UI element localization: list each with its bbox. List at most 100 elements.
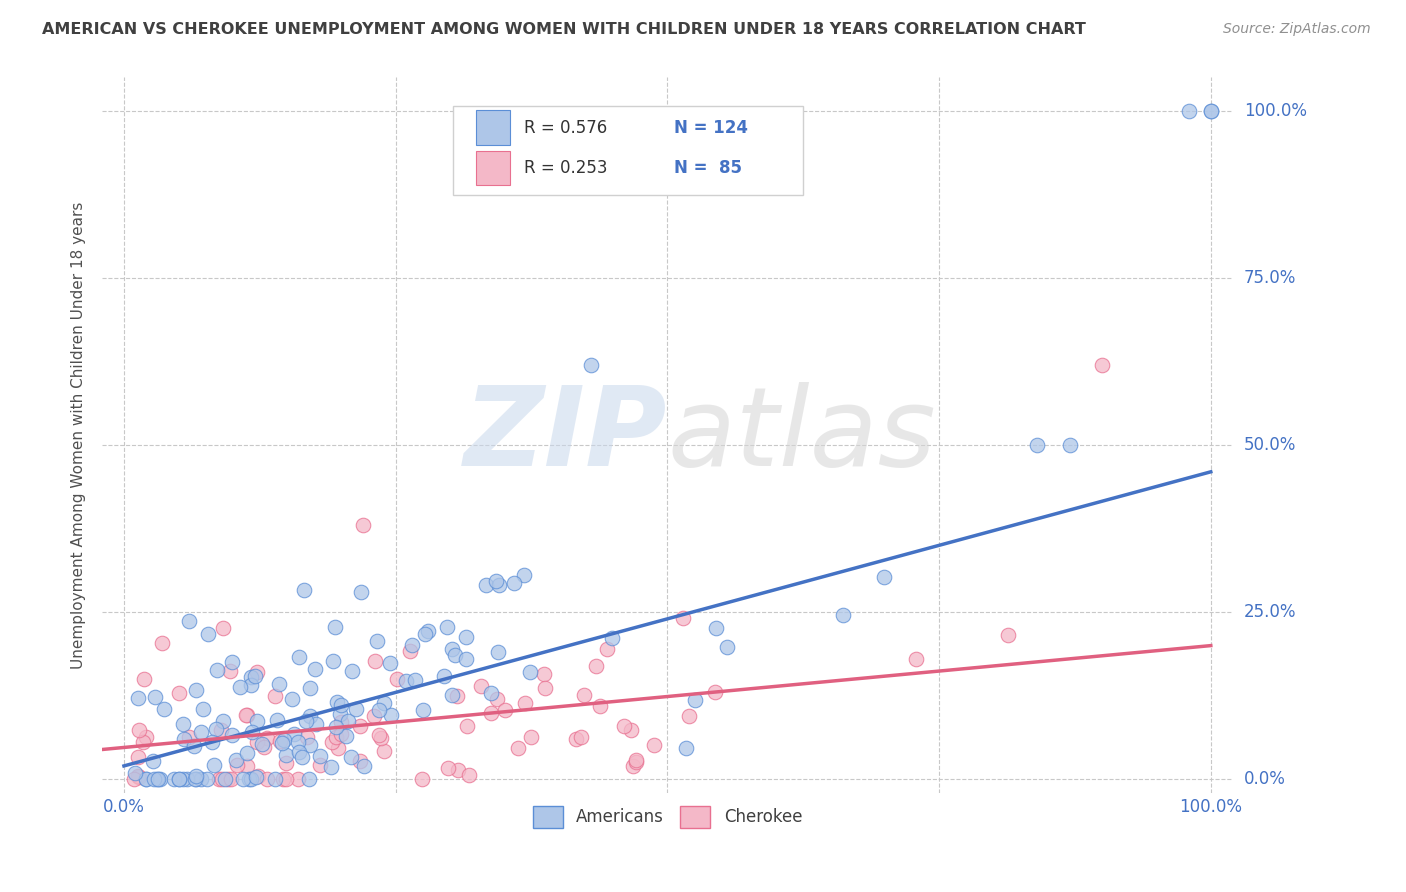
Point: [153, 702, 176, 716]
Point: [353, 759, 375, 773]
Point: [533, 681, 555, 695]
Point: [565, 731, 588, 746]
Point: [291, 749, 314, 764]
Point: [454, 652, 477, 666]
Point: [624, 753, 647, 767]
Point: [322, 654, 344, 668]
Text: R = 0.576: R = 0.576: [524, 119, 607, 136]
Point: [135, 772, 157, 787]
Point: [519, 665, 541, 680]
Point: [716, 640, 738, 654]
Point: [515, 696, 537, 710]
Point: [404, 673, 426, 688]
Point: [326, 695, 349, 709]
Point: [226, 758, 249, 772]
Point: [236, 746, 259, 760]
Text: R = 0.253: R = 0.253: [524, 160, 607, 178]
Point: [325, 730, 347, 744]
Point: [413, 627, 436, 641]
Text: Source: ZipAtlas.com: Source: ZipAtlas.com: [1223, 22, 1371, 37]
Point: [485, 574, 508, 588]
Point: [373, 744, 395, 758]
Point: [246, 714, 269, 728]
Point: [243, 669, 266, 683]
Point: [142, 772, 165, 787]
Point: [211, 772, 233, 787]
Point: [274, 772, 297, 787]
Point: [440, 641, 463, 656]
Point: [475, 578, 498, 592]
Point: [179, 730, 201, 744]
Point: [287, 772, 309, 787]
Point: [238, 772, 260, 787]
Point: [335, 729, 357, 743]
Point: [368, 702, 391, 716]
Point: [217, 772, 239, 787]
Point: [273, 732, 295, 747]
Point: [620, 723, 643, 738]
Point: [221, 655, 243, 669]
Point: [621, 759, 644, 773]
Point: [214, 772, 236, 787]
Point: [256, 772, 278, 787]
Point: [378, 656, 401, 670]
Point: [457, 768, 479, 782]
Point: [370, 731, 392, 745]
Point: [321, 735, 343, 749]
Point: [585, 658, 607, 673]
Point: [479, 706, 502, 721]
Point: [704, 621, 727, 635]
Point: [298, 709, 321, 723]
Point: [193, 702, 215, 716]
Point: [533, 666, 555, 681]
Point: [184, 772, 207, 787]
Point: [184, 772, 207, 787]
Point: [349, 754, 371, 768]
Point: [363, 708, 385, 723]
Point: [287, 735, 309, 749]
Point: [205, 663, 228, 677]
Point: [433, 669, 456, 683]
Point: [270, 735, 292, 749]
Point: [150, 636, 173, 650]
Point: [446, 689, 468, 703]
Point: [163, 772, 186, 787]
Point: [486, 645, 509, 659]
Point: [380, 707, 402, 722]
Point: [678, 709, 700, 723]
Point: [179, 614, 201, 628]
Text: 50.0%: 50.0%: [1244, 436, 1296, 454]
Point: [330, 714, 353, 729]
Point: [309, 757, 332, 772]
Point: [470, 679, 492, 693]
Point: [184, 682, 207, 697]
Point: [229, 680, 252, 694]
Point: [349, 719, 371, 733]
Point: [488, 578, 510, 592]
Point: [208, 772, 231, 787]
Point: [264, 690, 287, 704]
Text: 25.0%: 25.0%: [1244, 603, 1296, 621]
Point: [236, 707, 259, 722]
Point: [683, 693, 706, 707]
Point: [281, 692, 304, 706]
Point: [218, 664, 240, 678]
Point: [401, 639, 423, 653]
Point: [205, 723, 228, 737]
Point: [581, 358, 603, 372]
Point: [176, 772, 198, 787]
Point: [456, 719, 478, 733]
Point: [128, 770, 150, 784]
Point: [1199, 103, 1222, 118]
Point: [143, 690, 166, 705]
Point: [444, 648, 467, 663]
Point: [274, 748, 297, 763]
Point: [190, 772, 212, 787]
Text: 100.0%: 100.0%: [1244, 102, 1306, 120]
Point: [221, 772, 243, 787]
Point: [1178, 103, 1201, 118]
Point: [352, 518, 374, 533]
Point: [340, 664, 363, 678]
Point: [479, 686, 502, 700]
Point: [148, 772, 170, 787]
